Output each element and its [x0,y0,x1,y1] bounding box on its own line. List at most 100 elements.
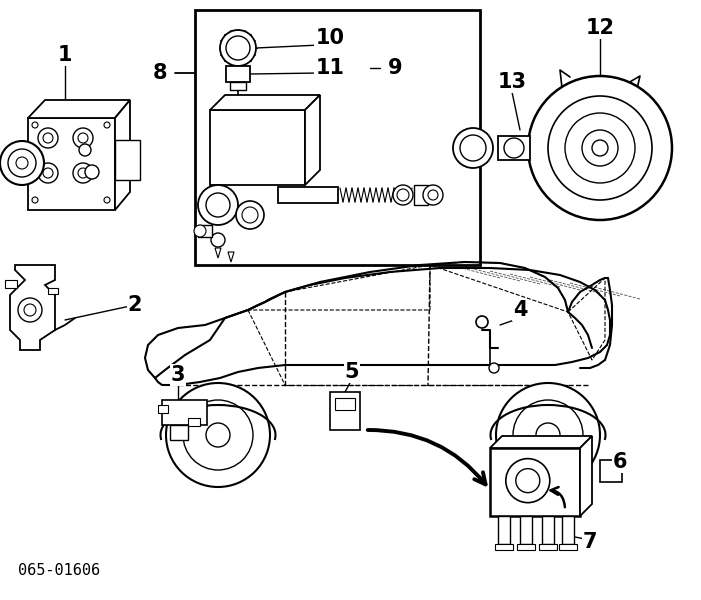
Circle shape [73,163,93,183]
Circle shape [220,30,256,66]
Circle shape [194,225,206,237]
Circle shape [104,122,110,128]
Bar [520,516,532,544]
Circle shape [16,157,28,169]
Polygon shape [210,110,305,185]
Circle shape [592,140,608,156]
Circle shape [393,185,413,205]
Text: 8: 8 [153,63,168,83]
Circle shape [528,76,672,220]
Text: 7: 7 [583,532,597,552]
Circle shape [198,185,238,225]
Circle shape [32,197,38,203]
Circle shape [582,130,618,166]
Circle shape [548,96,652,200]
Circle shape [226,36,250,60]
Circle shape [206,423,230,447]
Bar [188,418,200,426]
Bar [330,392,360,430]
Circle shape [397,189,409,201]
Circle shape [453,128,493,168]
Text: 13: 13 [498,72,526,92]
Circle shape [428,190,438,200]
Circle shape [476,316,488,328]
Circle shape [489,363,499,373]
Circle shape [43,133,53,143]
Circle shape [73,128,93,148]
Bar [5,280,17,288]
Circle shape [78,168,88,178]
Bar [498,136,530,160]
Circle shape [8,149,36,177]
Bar [414,185,428,205]
Circle shape [85,165,99,179]
Polygon shape [28,118,115,210]
Circle shape [206,193,230,217]
Text: 2: 2 [128,295,142,315]
Circle shape [496,383,600,487]
Text: 5: 5 [345,362,360,382]
Circle shape [211,233,225,247]
Bar [170,425,188,440]
Text: 11: 11 [315,58,344,78]
Polygon shape [305,95,320,185]
Circle shape [79,144,91,156]
Polygon shape [215,248,221,258]
Text: 12: 12 [585,18,615,38]
Bar [495,544,513,550]
Circle shape [565,113,635,183]
Text: 4: 4 [512,300,527,320]
Bar [48,288,58,294]
Text: 065-01606: 065-01606 [18,563,100,578]
Polygon shape [490,436,592,448]
Bar [226,66,250,82]
Circle shape [242,207,258,223]
Bar [559,544,577,550]
Polygon shape [10,265,55,350]
Circle shape [24,304,36,316]
Circle shape [78,133,88,143]
FancyArrowPatch shape [368,430,486,484]
Circle shape [38,163,58,183]
Circle shape [460,135,486,161]
Circle shape [236,201,264,229]
Circle shape [38,128,58,148]
Text: 10: 10 [315,28,344,48]
Bar [195,10,480,265]
Circle shape [18,298,42,322]
Bar [115,140,140,180]
Bar [600,460,622,482]
Polygon shape [228,252,234,262]
Circle shape [183,400,253,470]
Circle shape [166,383,270,487]
Bar [278,187,338,203]
Bar [158,405,168,413]
Text: 6: 6 [613,452,627,472]
Bar [198,225,212,237]
Bar [490,448,580,516]
Circle shape [506,458,550,503]
Circle shape [513,400,583,470]
Bar [230,82,246,90]
Bar [335,398,355,410]
Circle shape [43,168,53,178]
Circle shape [423,185,443,205]
Text: 1: 1 [57,45,72,65]
FancyArrowPatch shape [550,487,565,507]
Bar [539,544,557,550]
Text: 3: 3 [171,365,185,385]
Bar [517,544,535,550]
Circle shape [516,469,540,493]
Bar [162,400,207,425]
Polygon shape [580,436,592,516]
Bar [562,516,574,544]
Circle shape [32,122,38,128]
Polygon shape [28,100,130,118]
Circle shape [104,197,110,203]
Bar [498,516,510,544]
Polygon shape [115,100,130,210]
Circle shape [0,141,44,185]
Circle shape [536,423,560,447]
Text: 9: 9 [388,58,402,78]
Bar [542,516,554,544]
